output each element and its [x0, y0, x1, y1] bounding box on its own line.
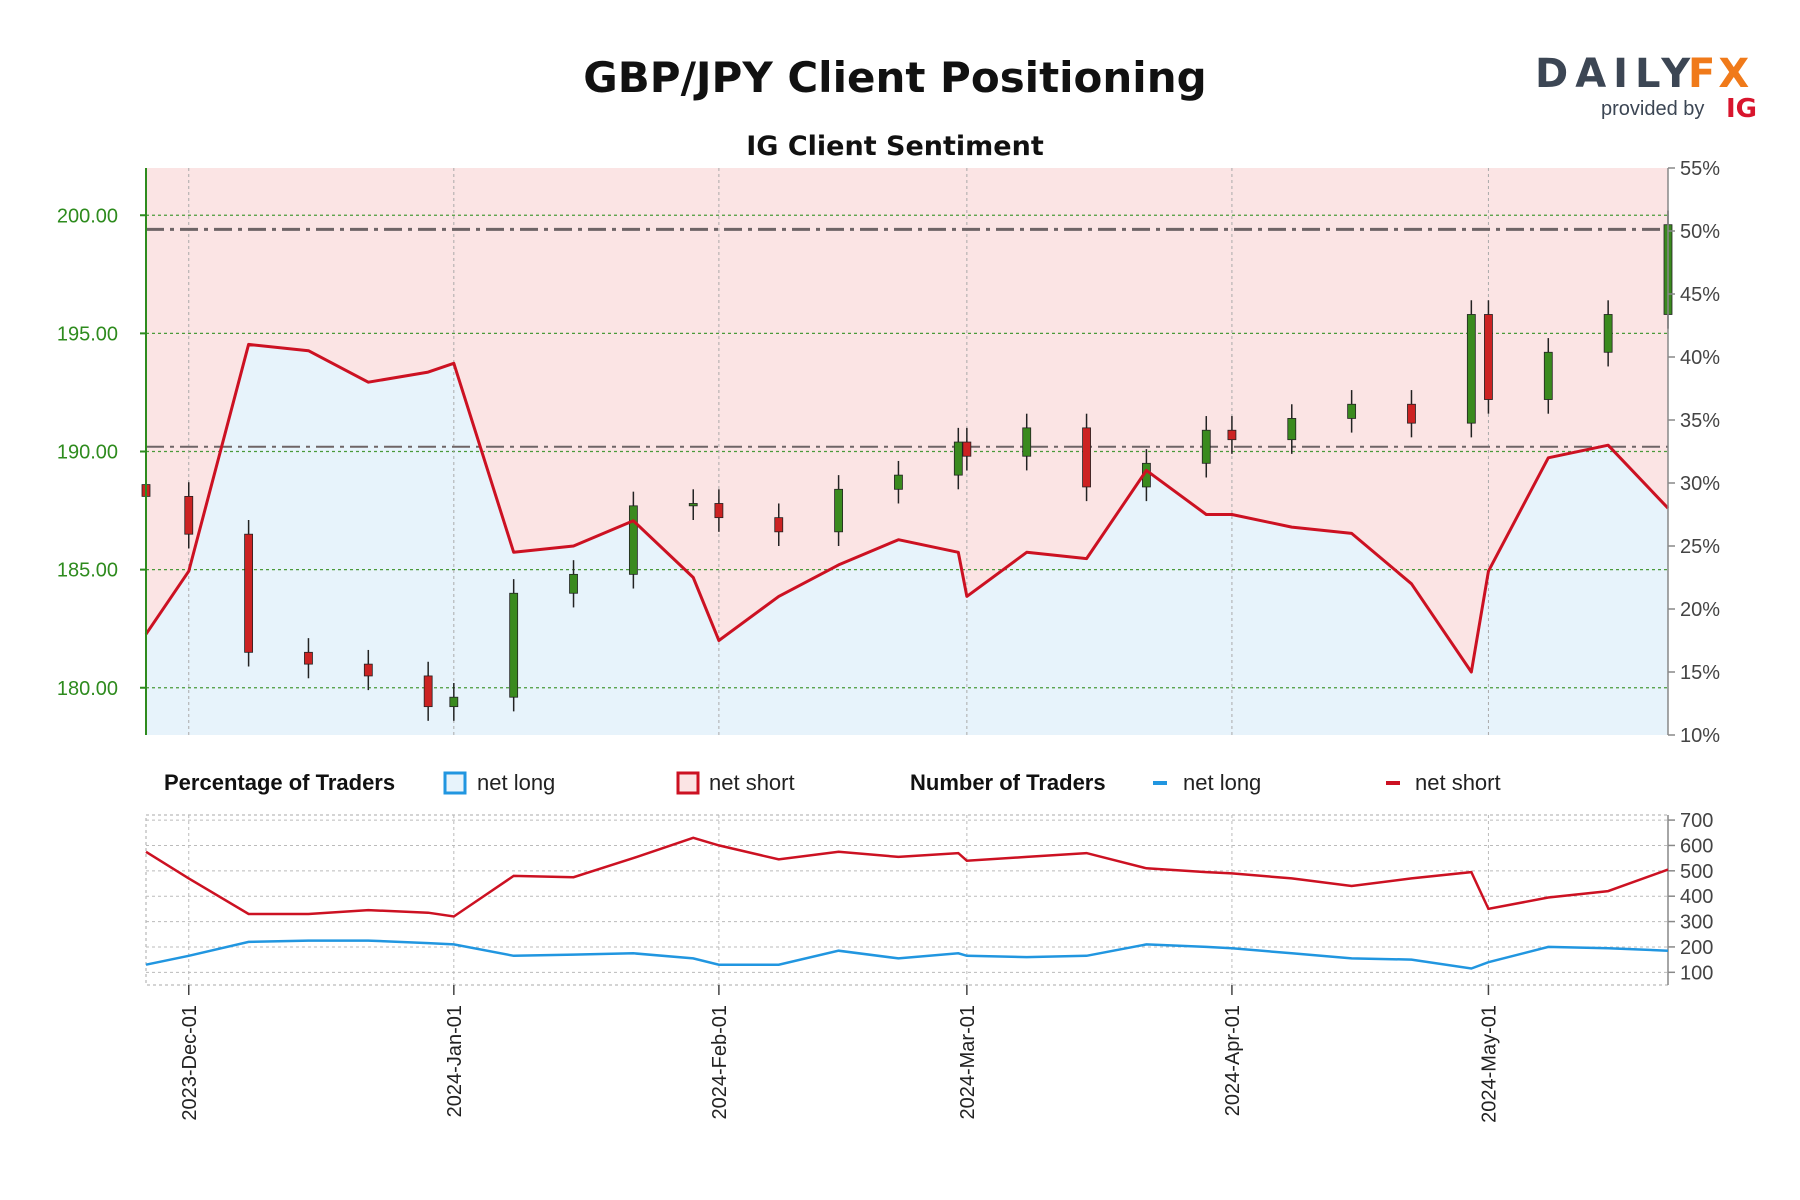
candle-body	[953, 441, 963, 476]
pct-tick-label: 50%	[1680, 221, 1720, 243]
pct-tick-label: 15%	[1680, 662, 1720, 684]
candle-body	[184, 495, 194, 535]
count-tick-label: 300	[1680, 912, 1713, 934]
candle-body	[449, 696, 459, 708]
count-tick-label: 700	[1680, 810, 1713, 832]
price-tick-label: 200.00	[57, 205, 118, 227]
price-tick-label: 180.00	[57, 678, 118, 700]
candle-body	[688, 503, 698, 507]
price-tick-label: 190.00	[57, 442, 118, 464]
candle-body	[628, 505, 638, 575]
pct-tick-label: 25%	[1680, 536, 1720, 558]
count-tick-label: 200	[1680, 937, 1713, 959]
pct-tick-label: 20%	[1680, 599, 1720, 621]
candle-body	[1227, 429, 1237, 441]
legend-pct-long-label: net long	[477, 770, 555, 795]
candle-body	[304, 651, 313, 665]
price-tick-label: 195.00	[57, 323, 118, 345]
candle-body	[714, 503, 724, 519]
candle-body	[363, 663, 373, 677]
logo-fx: FX	[1688, 51, 1752, 97]
count-tick-label: 600	[1680, 835, 1713, 857]
count-panel-frame	[145, 814, 1669, 986]
pct-tick-label: 10%	[1680, 725, 1720, 747]
date-tick-label: 2024-Mar-01	[957, 1005, 979, 1120]
candle-body	[774, 517, 784, 533]
logo-provided-by: provided by	[1601, 98, 1704, 120]
candle-body	[1347, 403, 1357, 419]
candle-body	[509, 592, 519, 698]
candle-body	[1466, 314, 1476, 424]
candle-body	[1407, 403, 1416, 424]
candle-body	[1201, 429, 1211, 464]
trader-count-panel: 100 200 300 400 500 600 700	[145, 810, 1713, 986]
candle-body	[962, 441, 972, 457]
pct-tick-label: 55%	[1680, 158, 1720, 180]
count-tick-label: 400	[1680, 886, 1713, 908]
chart-subtitle: IG Client Sentiment	[746, 131, 1044, 162]
date-tick-label: 2023-Dec-01	[179, 1005, 201, 1121]
date-tick-label: 2024-May-01	[1478, 1005, 1500, 1123]
price-tick-label: 185.00	[57, 560, 118, 582]
pct-tick-label: 35%	[1680, 410, 1720, 432]
logo-ig: IG	[1726, 94, 1757, 124]
price-sentiment-panel: 180.00 185.00 190.00 195.00 200.00 10% 15% 20% 2…	[57, 158, 1720, 747]
date-axis: 2023-Dec-01 2024-Jan-01 2024-Feb-01 2024-Ma…	[179, 985, 1500, 1123]
pct-tick-label: 30%	[1680, 473, 1720, 495]
legend-pct-short-swatch	[676, 771, 700, 795]
date-tick-label: 2024-Feb-01	[709, 1005, 731, 1120]
legend: Percentage of Traders net long net short…	[164, 770, 1501, 795]
count-tick-label: 500	[1680, 861, 1713, 883]
candle-body	[423, 675, 433, 708]
candle-body	[244, 533, 254, 653]
net-long-area	[146, 344, 1668, 735]
candle-body	[1603, 314, 1613, 353]
candle-body	[834, 488, 843, 533]
pct-tick-label: 40%	[1680, 347, 1720, 369]
candle-body	[1022, 427, 1032, 457]
count-tick-label: 100	[1680, 962, 1713, 984]
legend-num-short-label: net short	[1415, 770, 1501, 795]
legend-pct-long-swatch	[443, 771, 467, 795]
legend-num-long-label: net long	[1183, 770, 1261, 795]
legend-num-title: Number of Traders	[910, 770, 1106, 795]
logo-daily: DAILY	[1535, 51, 1697, 97]
candle-body	[1484, 314, 1493, 400]
net-short-count-line	[145, 836, 1669, 918]
legend-pct-title: Percentage of Traders	[164, 770, 395, 795]
candle-body	[894, 474, 903, 490]
candle-body	[569, 573, 578, 594]
date-tick-label: 2024-Apr-01	[1222, 1005, 1244, 1116]
candle-body	[1543, 351, 1553, 400]
net-long-count-line	[145, 939, 1669, 970]
net-long-pct-line	[144, 342, 1670, 674]
date-tick-label: 2024-Jan-01	[444, 1005, 466, 1117]
candle-body	[1082, 427, 1091, 488]
chart-title: GBP/JPY Client Positioning	[583, 53, 1206, 102]
legend-pct-short-label: net short	[709, 770, 795, 795]
candle-body	[1287, 418, 1297, 441]
dailyfx-logo: DAILY FX provided by IG	[1535, 51, 1757, 124]
pct-tick-label: 45%	[1680, 284, 1720, 306]
